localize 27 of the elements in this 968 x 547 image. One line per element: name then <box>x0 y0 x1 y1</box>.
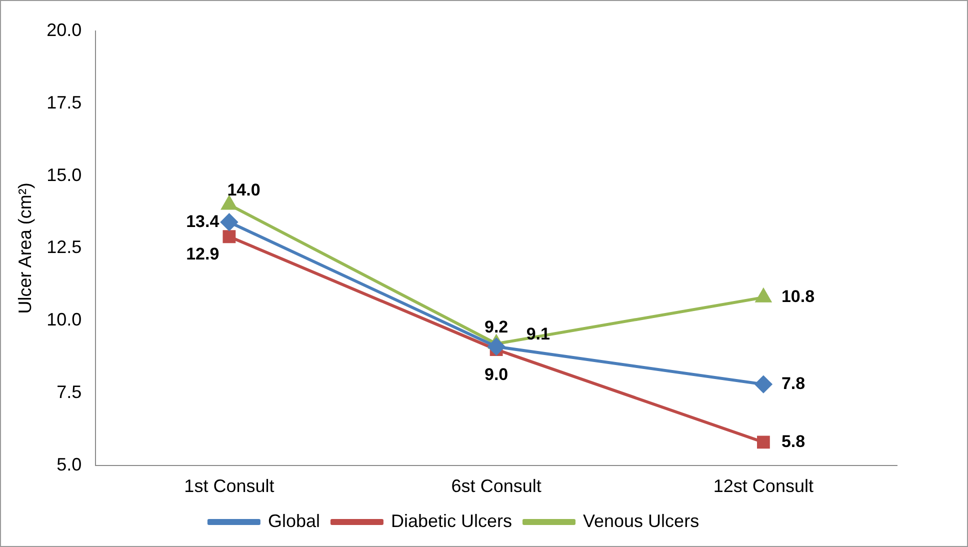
point <box>222 230 236 244</box>
point <box>488 338 505 356</box>
legend-label: Venous Ulcers <box>583 510 700 531</box>
legend-label: Global <box>268 510 320 531</box>
data-label: 5.8 <box>781 432 806 451</box>
x-tick-label: 12st Consult <box>713 476 814 496</box>
x-tick-label: 6st Consult <box>451 476 542 496</box>
data-label: 9.0 <box>484 365 508 384</box>
y-tick-label: 20.0 <box>46 20 82 40</box>
point <box>754 376 772 393</box>
data-label: 10.8 <box>781 287 815 306</box>
data-label: 7.8 <box>781 374 806 393</box>
y-tick-label: 15.0 <box>46 164 82 185</box>
point <box>220 214 238 231</box>
y-tick-label: 10.0 <box>46 310 82 330</box>
y-tick-label: 7.5 <box>56 382 82 402</box>
x-tick-label: 1st Consult <box>184 476 274 496</box>
y-tick-label: 12.5 <box>46 237 82 258</box>
point <box>756 436 770 449</box>
y-tick-label: 17.5 <box>46 92 82 112</box>
y-tick-label: 5.0 <box>56 454 82 474</box>
legend-label: Diabetic Ulcers <box>390 510 512 531</box>
data-label: 13.4 <box>186 212 220 231</box>
data-label: 12.9 <box>186 244 220 264</box>
data-label: 14.0 <box>227 180 260 200</box>
data-label: 9.2 <box>484 317 508 336</box>
y-axis-title: Ulcer Area (cm²) <box>14 182 35 314</box>
